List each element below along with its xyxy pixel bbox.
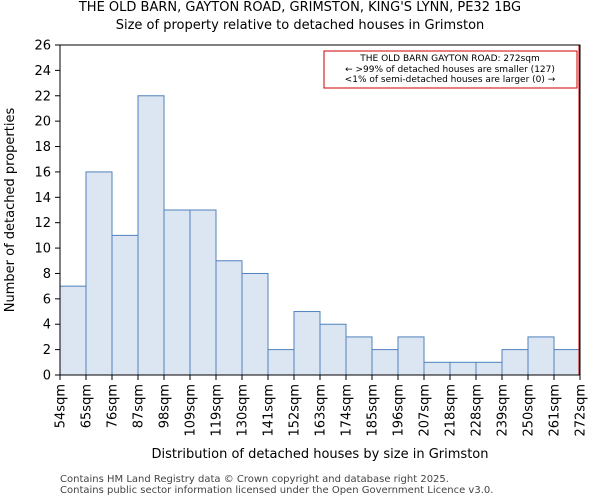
bars-group	[59, 95, 581, 376]
x-tick-label: 76sqm	[106, 384, 121, 428]
bar-54sqm	[59, 285, 87, 376]
x-axis-label: Distribution of detached houses by size …	[152, 447, 489, 462]
bar-261sqm	[553, 349, 581, 376]
y-tick-label: 14	[34, 191, 51, 206]
annotation-line-3: <1% of semi-detached houses are larger (…	[345, 75, 556, 85]
annotation-line-1: THE OLD BARN GAYTON ROAD: 272sqm	[359, 54, 540, 64]
bar-196sqm	[397, 336, 425, 376]
bar-239sqm	[501, 349, 529, 376]
bar-185sqm	[371, 349, 399, 376]
bar-76sqm	[111, 234, 139, 376]
x-tick-label: 141sqm	[262, 384, 277, 437]
x-tick-label: 250sqm	[522, 384, 537, 437]
chart-title: THE OLD BARN, GAYTON ROAD, GRIMSTON, KIN…	[78, 0, 522, 15]
x-tick-label: 163sqm	[314, 384, 329, 437]
chart-subtitle: Size of property relative to detached ho…	[115, 18, 485, 33]
annotation-box: THE OLD BARN GAYTON ROAD: 272sqm ← >99% …	[323, 50, 578, 89]
bar-141sqm	[267, 349, 295, 376]
x-tick-label: 185sqm	[366, 384, 381, 437]
y-tick-label: 6	[43, 292, 51, 307]
footer-line-2: Contains public sector information licen…	[60, 485, 494, 496]
x-tick-label: 261sqm	[548, 384, 563, 437]
x-tick-label: 54sqm	[54, 384, 69, 428]
bar-228sqm	[475, 361, 503, 376]
y-tick-label: 12	[34, 216, 51, 231]
annotation-line-2: ← >99% of detached houses are smaller (1…	[345, 65, 555, 75]
bar-163sqm	[319, 323, 347, 376]
y-tick-label: 18	[34, 140, 51, 155]
bar-218sqm	[449, 361, 477, 376]
x-tick-label: 87sqm	[132, 384, 147, 428]
x-tick-label: 152sqm	[288, 384, 303, 437]
x-tick-label: 174sqm	[340, 384, 355, 437]
bar-65sqm	[85, 171, 113, 376]
annotation-border	[323, 50, 578, 89]
bar-130sqm	[241, 272, 269, 376]
footer-line-1: Contains HM Land Registry data © Crown c…	[60, 474, 449, 485]
x-tick-label: 65sqm	[80, 384, 95, 428]
y-tick-label: 0	[43, 369, 51, 384]
bar-152sqm	[293, 311, 321, 376]
x-tick-label: 228sqm	[470, 384, 485, 437]
y-tick-label: 20	[34, 115, 51, 130]
x-tick-label: 98sqm	[158, 384, 173, 428]
x-tick-label: 109sqm	[184, 384, 199, 437]
bar-250sqm	[527, 336, 555, 376]
y-tick-label: 22	[34, 89, 51, 104]
y-axis-label: Number of detached properties	[3, 108, 18, 313]
x-tick-label: 130sqm	[236, 384, 251, 437]
y-tick-label: 10	[34, 242, 51, 257]
y-tick-label: 24	[34, 64, 51, 79]
x-tick-label: 196sqm	[392, 384, 407, 437]
y-tick-label: 2	[43, 343, 51, 358]
y-tick-label: 4	[43, 318, 51, 333]
bar-207sqm	[423, 361, 451, 376]
bar-98sqm	[163, 209, 191, 376]
bar-119sqm	[215, 260, 243, 376]
bar-87sqm	[137, 95, 165, 376]
x-tick-label: 119sqm	[210, 384, 225, 437]
x-tick-label: 207sqm	[418, 384, 433, 437]
x-tick-label: 239sqm	[496, 384, 511, 437]
y-tick-label: 8	[43, 267, 51, 282]
y-tick-label: 26	[34, 39, 51, 54]
bar-174sqm	[345, 336, 373, 376]
x-tick-label: 272sqm	[574, 384, 589, 437]
plot-frame	[59, 44, 581, 376]
y-tick-label: 16	[34, 165, 51, 180]
x-tick-label: 218sqm	[444, 384, 459, 437]
bar-109sqm	[189, 209, 217, 376]
x-axis: 54sqm 65sqm 76sqm 87sqm 98sqm 109sqm 119sqm 130…	[54, 375, 589, 437]
